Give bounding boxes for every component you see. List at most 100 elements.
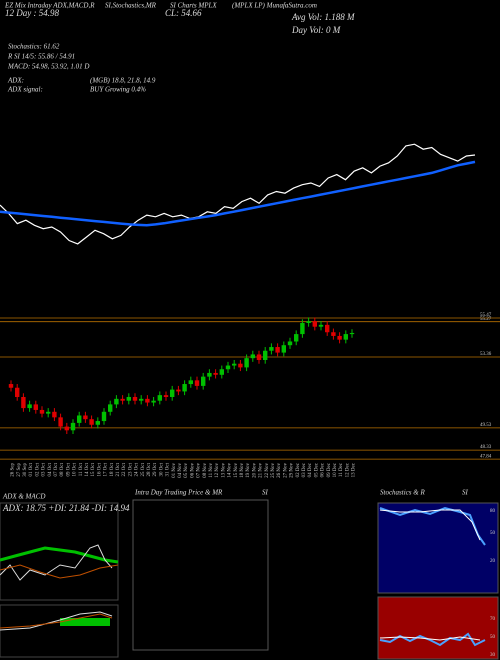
x-tick-label: 25 Nov — [271, 463, 276, 478]
x-tick-label: 07 Nov — [197, 463, 202, 478]
candle-body — [70, 422, 76, 431]
candle-body — [287, 341, 293, 346]
candle-body — [256, 354, 262, 360]
x-tick-label: 04 Dec — [308, 462, 313, 477]
candle-body — [201, 376, 206, 386]
candle-body — [232, 363, 237, 366]
x-tick-label: 04 Nov — [178, 463, 183, 478]
title-part: EZ Mix Intraday ADX,MACD,R — [4, 2, 95, 10]
candle-body — [145, 398, 150, 403]
candle-body — [275, 347, 280, 353]
candle-body — [151, 400, 156, 403]
x-tick-label: 22 Nov — [265, 463, 270, 478]
x-tick-label: 17 Oct — [104, 462, 109, 476]
candle-body — [176, 389, 181, 392]
x-tick-label: 18 Oct — [110, 462, 115, 476]
candle-body — [83, 415, 88, 420]
adx-values: (MGB) 18.8, 21.8, 14.9 — [90, 77, 156, 85]
x-tick-label: 12 Nov — [215, 463, 220, 478]
candle-body — [77, 415, 82, 423]
x-tick-label: 02 Dec — [296, 462, 301, 477]
adx-trace — [0, 546, 119, 564]
panel-title: SI — [462, 489, 469, 497]
macd-trace — [0, 613, 113, 629]
day-ma: 12 Day : 54.98 — [5, 8, 59, 18]
candle-body — [250, 354, 255, 359]
rsi-panel — [377, 596, 499, 660]
candle-body — [182, 384, 187, 392]
tick-label: 30 — [490, 653, 496, 658]
x-tick-label: 21 Oct — [116, 462, 121, 476]
macd-panel — [0, 604, 119, 658]
candle-body — [188, 380, 193, 385]
candle-body — [95, 421, 100, 425]
candle-body — [312, 321, 317, 327]
x-tick-label: 07 Oct — [54, 462, 59, 476]
x-tick-label: 18 Nov — [240, 463, 245, 478]
x-tick-label: 29 Oct — [153, 462, 158, 476]
candle-body — [27, 404, 32, 409]
di-trace — [0, 544, 113, 581]
x-tick-label: 10 Dec — [333, 462, 338, 477]
candle-body — [225, 365, 231, 370]
candle-body — [300, 322, 305, 335]
x-tick-label: 29 Nov — [290, 463, 295, 478]
candle-body — [325, 324, 330, 333]
x-tick-label: 08 Nov — [203, 463, 208, 478]
x-tick-label: 03 Oct — [42, 462, 47, 476]
x-tick-label: 28 Oct — [147, 462, 152, 476]
panel-title: Intra Day Trading Price & MR — [134, 489, 223, 497]
candle-body — [89, 419, 94, 425]
candle-body — [157, 395, 162, 401]
candle-body — [120, 398, 125, 401]
candle-body — [238, 363, 243, 368]
tick-label: 80 — [490, 509, 496, 514]
candle-body — [213, 372, 218, 375]
x-tick-label: 24 Oct — [135, 462, 140, 476]
y-tick-label: 55.27 — [480, 317, 492, 322]
candle-body — [39, 409, 45, 414]
macd-trace — [0, 611, 113, 631]
title-part: SI,Stochastics,MR — [105, 2, 157, 10]
x-tick-label: 13 Dec — [352, 462, 357, 477]
y-tick-label: 47.84 — [480, 454, 492, 459]
x-tick-label: 20 Nov — [252, 463, 257, 478]
x-tick-label: 05 Nov — [184, 463, 189, 478]
x-tick-label: 10 Oct — [73, 462, 78, 476]
x-tick-label: 22 Oct — [122, 462, 127, 476]
candle-body — [281, 345, 286, 353]
di-trace — [0, 564, 119, 579]
stoch-trace — [379, 509, 481, 541]
x-tick-label: 11 Dec — [339, 462, 344, 477]
candle-body — [163, 395, 169, 397]
price-line — [0, 143, 476, 245]
candle-body — [139, 398, 144, 401]
x-tick-label: 27 Nov — [283, 463, 288, 478]
candle-body — [170, 389, 175, 397]
candle-body — [64, 426, 69, 431]
candle-body — [108, 404, 113, 412]
candle-body — [331, 332, 336, 336]
candle-body — [132, 396, 138, 401]
x-tick-label: 01 Nov — [172, 463, 177, 478]
x-tick-label: 15 Oct — [91, 462, 96, 476]
panel-subtitle: ADX: 18.75 +DI: 21.84 -DI: 14.94 — [2, 503, 130, 513]
x-tick-label: 26 Sep — [11, 463, 16, 477]
x-tick-label: 09 Oct — [66, 462, 71, 476]
candle-body — [294, 334, 299, 342]
x-tick-label: 13 Nov — [221, 463, 226, 478]
x-tick-label: 09 Dec — [327, 462, 332, 477]
y-tick-label: 48.33 — [480, 445, 492, 450]
stat: Stochastics: 61.62 — [8, 43, 60, 51]
panel-title: Stochastics & R — [380, 489, 425, 497]
adx-signal-label: ADX signal: — [7, 86, 43, 94]
adx-label: ADX: — [7, 77, 24, 85]
candle-body — [46, 411, 51, 414]
close-label: CL: 54.66 — [165, 8, 202, 18]
candle-body — [219, 369, 224, 375]
avg-vol: Avg Vol: 1.188 M — [291, 12, 355, 22]
candle-body — [21, 396, 26, 409]
x-tick-label: 31 Oct — [166, 462, 171, 476]
x-tick-label: 15 Nov — [234, 463, 239, 478]
x-tick-label: 06 Dec — [321, 462, 326, 477]
